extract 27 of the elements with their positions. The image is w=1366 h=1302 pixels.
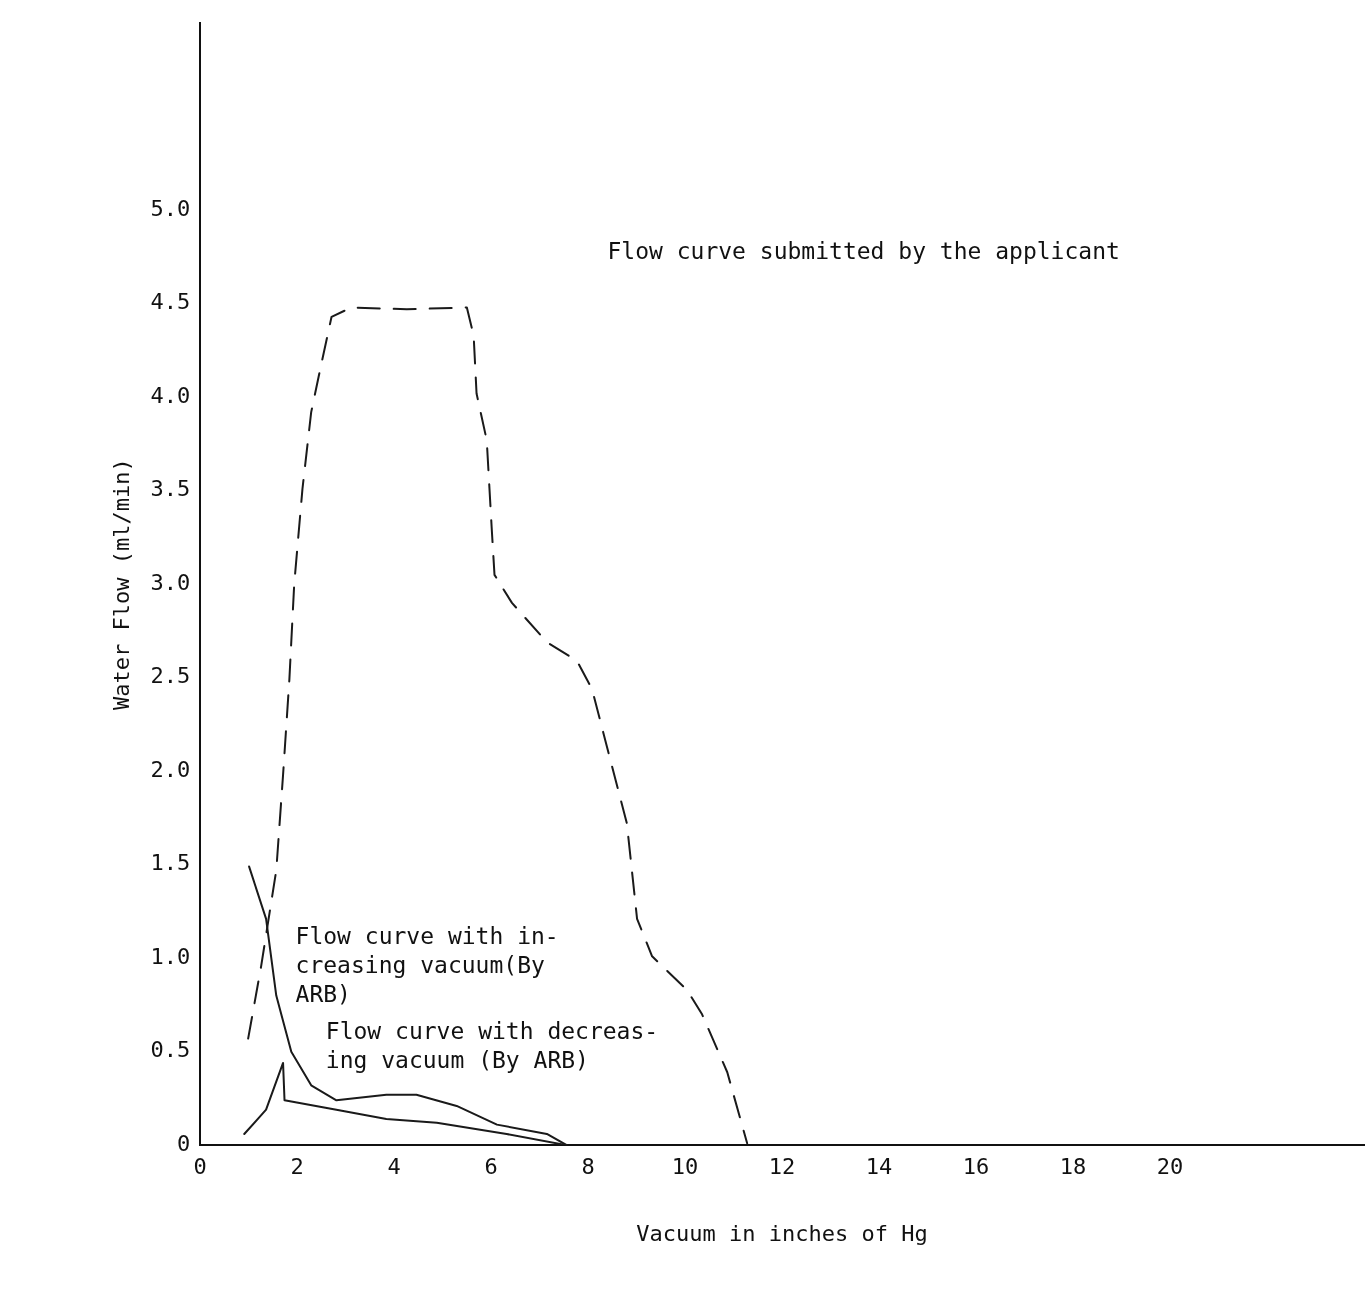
annotation: Flow curve submitted by the applicant — [607, 238, 1120, 265]
x-tick-label: 2 — [290, 1154, 304, 1180]
annotation: Flow curve with in- creasing vacuum(By ARB) — [295, 922, 559, 1007]
x-tick-label: 12 — [768, 1154, 796, 1180]
y-tick-label: 5.0 — [150, 195, 191, 221]
y-tick-label: 3.0 — [150, 569, 191, 595]
x-tick-label: 4 — [387, 1154, 401, 1180]
y-tick-label: 4.5 — [150, 289, 191, 315]
x-tick-label: 18 — [1059, 1154, 1087, 1180]
y-tick-label: 1.0 — [150, 943, 191, 969]
x-tick-label: 6 — [484, 1154, 498, 1180]
y-tick-label: 0 — [176, 1130, 191, 1156]
y-axis-title: Water Flow (ml/min) — [108, 458, 134, 711]
x-tick-label: 14 — [865, 1154, 893, 1180]
y-tick-label: 1.5 — [150, 850, 191, 876]
y-tick-label: 4.0 — [150, 382, 191, 408]
y-tick-label: 3.5 — [150, 476, 191, 502]
annotation: Flow curve with decreas- ing vacuum (By ARB) — [325, 1017, 659, 1073]
y-tick-label: 0.5 — [150, 1037, 191, 1063]
x-tick-label: 8 — [581, 1154, 595, 1180]
y-tick-label: 2.0 — [150, 756, 191, 782]
x-tick-label: 0 — [193, 1154, 207, 1180]
y-tick-label: 2.5 — [150, 663, 191, 689]
x-axis-title: Vacuum in inches of Hg — [636, 1220, 928, 1246]
x-tick-label: 10 — [671, 1154, 699, 1180]
x-tick-label: 20 — [1156, 1154, 1184, 1180]
x-tick-label: 16 — [962, 1154, 990, 1180]
